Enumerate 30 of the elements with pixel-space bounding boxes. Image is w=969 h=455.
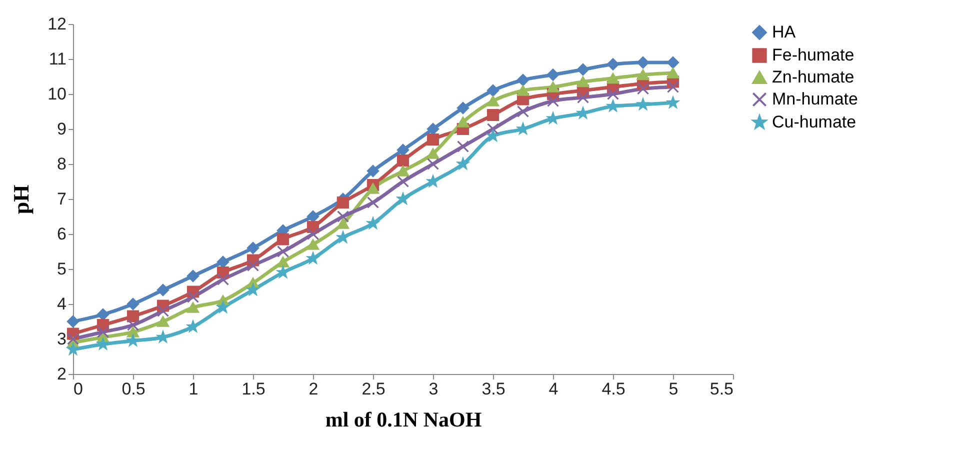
x-tick-label: 2 <box>308 380 318 398</box>
x-tick-label: 3.5 <box>482 380 506 398</box>
y-axis-title: pH <box>8 184 34 214</box>
x-tick-label: 1.5 <box>242 380 266 398</box>
x-tick-label: 4 <box>548 380 558 398</box>
y-tick-label: 4 <box>57 294 66 314</box>
x-tick-label: 5 <box>668 380 678 398</box>
y-tick-label: 10 <box>48 84 66 104</box>
legend-label: Mn-humate <box>772 90 858 108</box>
x-tick-label: 3 <box>428 380 438 398</box>
legend-label: Cu-humate <box>772 112 856 132</box>
x-tick-label: 0.5 <box>122 380 146 398</box>
y-tick-label: 5 <box>57 260 66 278</box>
y-tick-label: 3 <box>57 330 66 348</box>
x-axis-title: ml of 0.1N NaOH <box>325 408 482 432</box>
y-tick-label: 7 <box>57 190 66 208</box>
y-tick-label: 9 <box>57 120 66 138</box>
legend-label: Zn-humate <box>772 68 854 86</box>
legend-label: Fe-humate <box>772 46 854 64</box>
legend-label: HA <box>772 22 796 42</box>
x-tick-label: 2.5 <box>362 380 386 398</box>
x-tick-label: 4.5 <box>602 380 626 398</box>
y-tick-label: 12 <box>48 14 66 34</box>
y-tick-label: 6 <box>57 224 66 244</box>
x-tick-label: 1 <box>188 380 198 398</box>
x-tick-label: 5.5 <box>710 380 734 398</box>
y-tick-label: 2 <box>57 364 66 384</box>
y-tick-label: 11 <box>48 50 66 68</box>
y-tick-label: 8 <box>57 154 66 174</box>
x-tick-label: 0 <box>74 380 83 398</box>
